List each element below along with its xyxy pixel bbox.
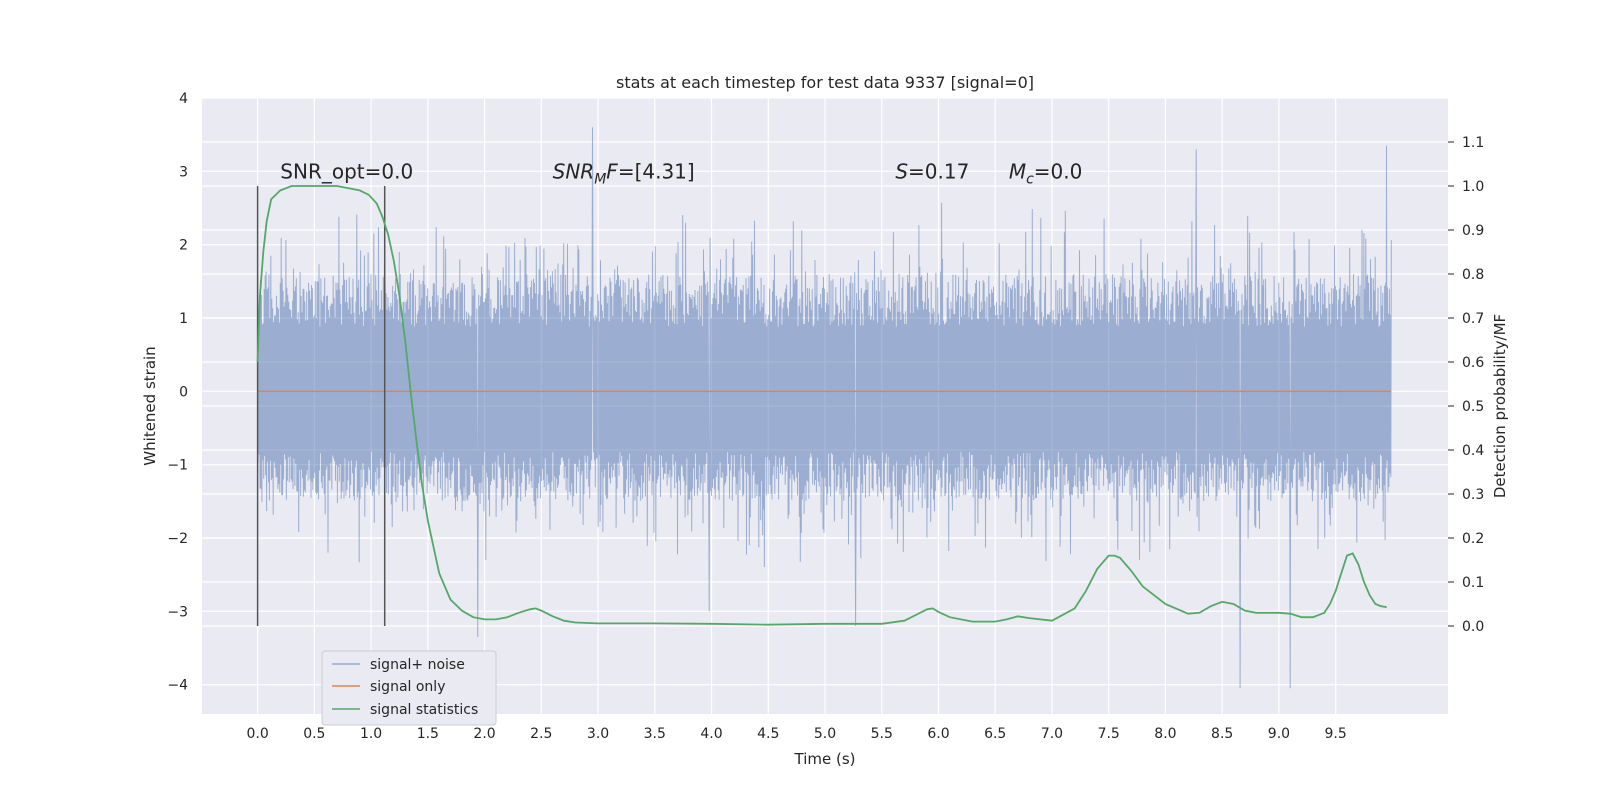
y-right-tick-label: 0.0 xyxy=(1462,619,1484,635)
y-right-tick-label: 0.2 xyxy=(1462,531,1484,547)
chart-title: stats at each timestep for test data 933… xyxy=(616,73,1034,92)
y-right-tick-label: 1.1 xyxy=(1462,135,1484,151)
annotation-snr-mf: SNRMF=[4.31] xyxy=(553,160,695,188)
x-tick-label: 0.5 xyxy=(303,726,325,742)
x-tick-label: 9.5 xyxy=(1325,726,1347,742)
annotation-snr-opt: SNR_opt=0.0 xyxy=(280,160,413,184)
y-tick-label: −3 xyxy=(167,604,188,620)
y-right-tick-label: 1.0 xyxy=(1462,179,1484,195)
legend: signal+ noise signal only signal statist… xyxy=(321,650,497,726)
y-right-tick-label: 0.4 xyxy=(1462,443,1484,459)
annotations: SNR_opt=0.0 SNRMF=[4.31] S=0.17 Mc=0.0 xyxy=(280,160,1082,188)
legend-label-signal-only: signal only xyxy=(370,679,445,695)
series-layer xyxy=(256,127,1392,689)
y-axis-label: Whitened strain xyxy=(141,346,159,465)
x-tick-label: 1.5 xyxy=(417,726,439,742)
y-tick-label: −4 xyxy=(167,678,188,694)
x-tick-label: 8.5 xyxy=(1211,726,1233,742)
x-tick-label: 4.5 xyxy=(757,726,779,742)
series-signal-noise xyxy=(257,127,1392,689)
y-tick-label: 4 xyxy=(179,91,188,107)
legend-label-signal-noise: signal+ noise xyxy=(370,657,465,673)
y-tick-label: 3 xyxy=(179,164,188,180)
y-right-tick-label: 0.1 xyxy=(1462,575,1484,591)
x-tick-label: 6.5 xyxy=(984,726,1006,742)
x-tick-label: 7.0 xyxy=(1041,726,1063,742)
y-right-tick-label: 0.5 xyxy=(1462,399,1484,415)
legend-label-signal-statistics: signal statistics xyxy=(370,702,478,718)
x-tick-label: 7.5 xyxy=(1098,726,1120,742)
y-right-tick-label: 0.8 xyxy=(1462,267,1484,283)
y-right-tick-label: 0.6 xyxy=(1462,355,1484,371)
annotation-mc-value: Mc=0.0 xyxy=(1009,160,1083,188)
ticks: 0.0 0.5 1.0 1.5 2.0 2.5 3.0 3.5 4.0 4.5 5.0 5.5 6.0 6… xyxy=(167,91,1484,742)
x-tick-label: 2.5 xyxy=(530,726,552,742)
y-tick-label: 2 xyxy=(179,238,188,254)
annotation-s-value: S=0.17 xyxy=(895,160,969,184)
x-tick-label: 1.0 xyxy=(360,726,382,742)
x-axis-label: Time (s) xyxy=(794,750,856,768)
y-right-tick-label: 0.3 xyxy=(1462,487,1484,503)
legend-box xyxy=(321,650,497,726)
y-tick-label: −1 xyxy=(167,458,188,474)
y-tick-label: 0 xyxy=(179,384,188,400)
x-tick-label: 3.0 xyxy=(587,726,609,742)
x-tick-label: 5.5 xyxy=(871,726,893,742)
x-tick-label: 3.5 xyxy=(644,726,666,742)
y-tick-label: 1 xyxy=(179,311,188,327)
y-tick-label: −2 xyxy=(167,531,188,547)
y-axis-right-label: Detection probability/MF xyxy=(1491,314,1509,498)
x-tick-label: 0.0 xyxy=(246,726,268,742)
x-tick-label: 8.0 xyxy=(1154,726,1176,742)
x-tick-label: 2.0 xyxy=(473,726,495,742)
series-signal-statistics xyxy=(256,185,1387,626)
y-right-tick-label: 0.7 xyxy=(1462,311,1484,327)
x-tick-label: 5.0 xyxy=(814,726,836,742)
y-right-tick-label: 0.9 xyxy=(1462,223,1484,239)
x-tick-label: 4.0 xyxy=(700,726,722,742)
x-tick-label: 6.0 xyxy=(927,726,949,742)
x-tick-label: 9.0 xyxy=(1268,726,1290,742)
